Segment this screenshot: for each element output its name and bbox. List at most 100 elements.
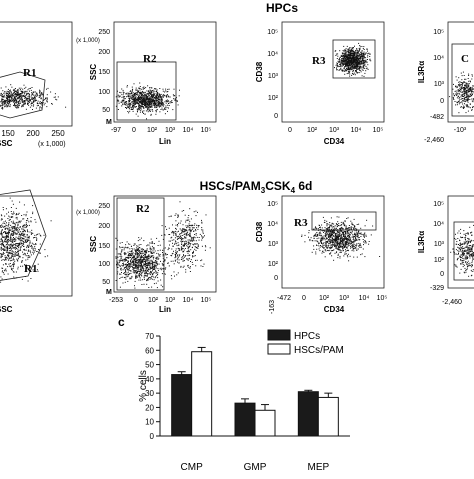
- event-dot: [178, 231, 179, 232]
- event-dot: [1, 257, 2, 258]
- y-tick-label: -2,460: [424, 137, 444, 144]
- event-dot: [131, 246, 132, 247]
- event-dot: [192, 255, 193, 256]
- event-dot: [347, 73, 348, 74]
- event-dot: [22, 279, 23, 280]
- event-dot: [36, 240, 37, 241]
- event-dot: [186, 245, 187, 246]
- event-dot: [190, 233, 191, 234]
- event-dot: [16, 94, 17, 95]
- event-dot: [121, 277, 122, 278]
- event-dot: [349, 72, 350, 73]
- event-dot: [154, 97, 155, 98]
- event-dot: [354, 244, 355, 245]
- event-dot: [353, 62, 354, 63]
- event-dot: [173, 233, 174, 234]
- event-dot: [365, 57, 366, 58]
- event-dot: [139, 105, 140, 106]
- event-dot: [359, 72, 360, 73]
- event-dot: [141, 98, 142, 99]
- event-dot: [368, 69, 369, 70]
- event-dot: [199, 237, 200, 238]
- x-tick-label: 250: [51, 129, 65, 138]
- event-dot: [4, 223, 5, 224]
- event-dot: [23, 229, 24, 230]
- event-dot: [1, 233, 2, 234]
- event-dot: [162, 225, 163, 226]
- event-dot: [44, 249, 45, 250]
- event-dot: [19, 250, 20, 251]
- event-dot: [29, 88, 30, 89]
- event-dot: [1, 99, 2, 100]
- event-dot: [337, 257, 338, 258]
- event-dot: [138, 240, 139, 241]
- event-dot: [152, 265, 153, 266]
- event-dot: [167, 105, 168, 106]
- event-dot: [150, 251, 151, 252]
- event-dot: [39, 109, 40, 110]
- event-dot: [472, 107, 473, 108]
- event-dot: [337, 58, 338, 59]
- event-dot: [191, 259, 192, 260]
- event-dot: [192, 256, 193, 257]
- event-dot: [190, 236, 191, 237]
- event-dot: [357, 69, 358, 70]
- event-dot: [28, 103, 29, 104]
- event-dot: [10, 247, 11, 248]
- event-dot: [201, 227, 202, 228]
- event-dot: [24, 204, 25, 205]
- event-dot: [170, 101, 171, 102]
- event-dot: [130, 265, 131, 266]
- event-dot: [155, 114, 156, 115]
- event-dot: [0, 225, 1, 226]
- event-dot: [359, 67, 360, 68]
- y-tick-label: 50: [102, 107, 110, 114]
- event-dot: [194, 211, 195, 212]
- event-dot: [129, 268, 130, 269]
- event-dot: [139, 276, 140, 277]
- event-dot: [166, 100, 167, 101]
- y-tick-label: -482: [430, 114, 444, 121]
- event-dot: [343, 68, 344, 69]
- event-dot: [160, 254, 161, 255]
- event-dot: [21, 243, 22, 244]
- event-dot: [362, 253, 363, 254]
- event-dot: [138, 253, 139, 254]
- event-dot: [8, 105, 9, 106]
- event-dot: [12, 254, 13, 255]
- event-dot: [181, 230, 182, 231]
- event-dot: [18, 92, 19, 93]
- event-dot: [186, 258, 187, 259]
- event-dot: [363, 46, 364, 47]
- event-dot: [156, 93, 157, 94]
- event-dot: [147, 280, 148, 281]
- event-dot: [38, 249, 39, 250]
- event-dot: [203, 237, 204, 238]
- event-dot: [17, 98, 18, 99]
- event-dot: [155, 276, 156, 277]
- event-dot: [31, 245, 32, 246]
- event-dot: [13, 105, 14, 106]
- event-dot: [18, 267, 19, 268]
- event-dot: [364, 55, 365, 56]
- event-dot: [24, 230, 25, 231]
- event-dot: [120, 254, 121, 255]
- event-dot: [30, 107, 31, 108]
- event-dot: [16, 213, 17, 214]
- event-dot: [136, 106, 137, 107]
- event-dot: [132, 109, 133, 110]
- event-dot: [336, 68, 337, 69]
- event-dot: [143, 108, 144, 109]
- event-dot: [37, 94, 38, 95]
- event-dot: [35, 99, 36, 100]
- event-dot: [350, 244, 351, 245]
- event-dot: [31, 230, 32, 231]
- event-dot: [186, 227, 187, 228]
- event-dot: [1, 220, 2, 221]
- event-dot: [39, 92, 40, 93]
- event-dot: [13, 262, 14, 263]
- event-dot: [354, 56, 355, 57]
- event-dot: [359, 63, 360, 64]
- row2-panel1: R1 SSC: [0, 190, 72, 314]
- row1-header: HPCs: [266, 1, 298, 15]
